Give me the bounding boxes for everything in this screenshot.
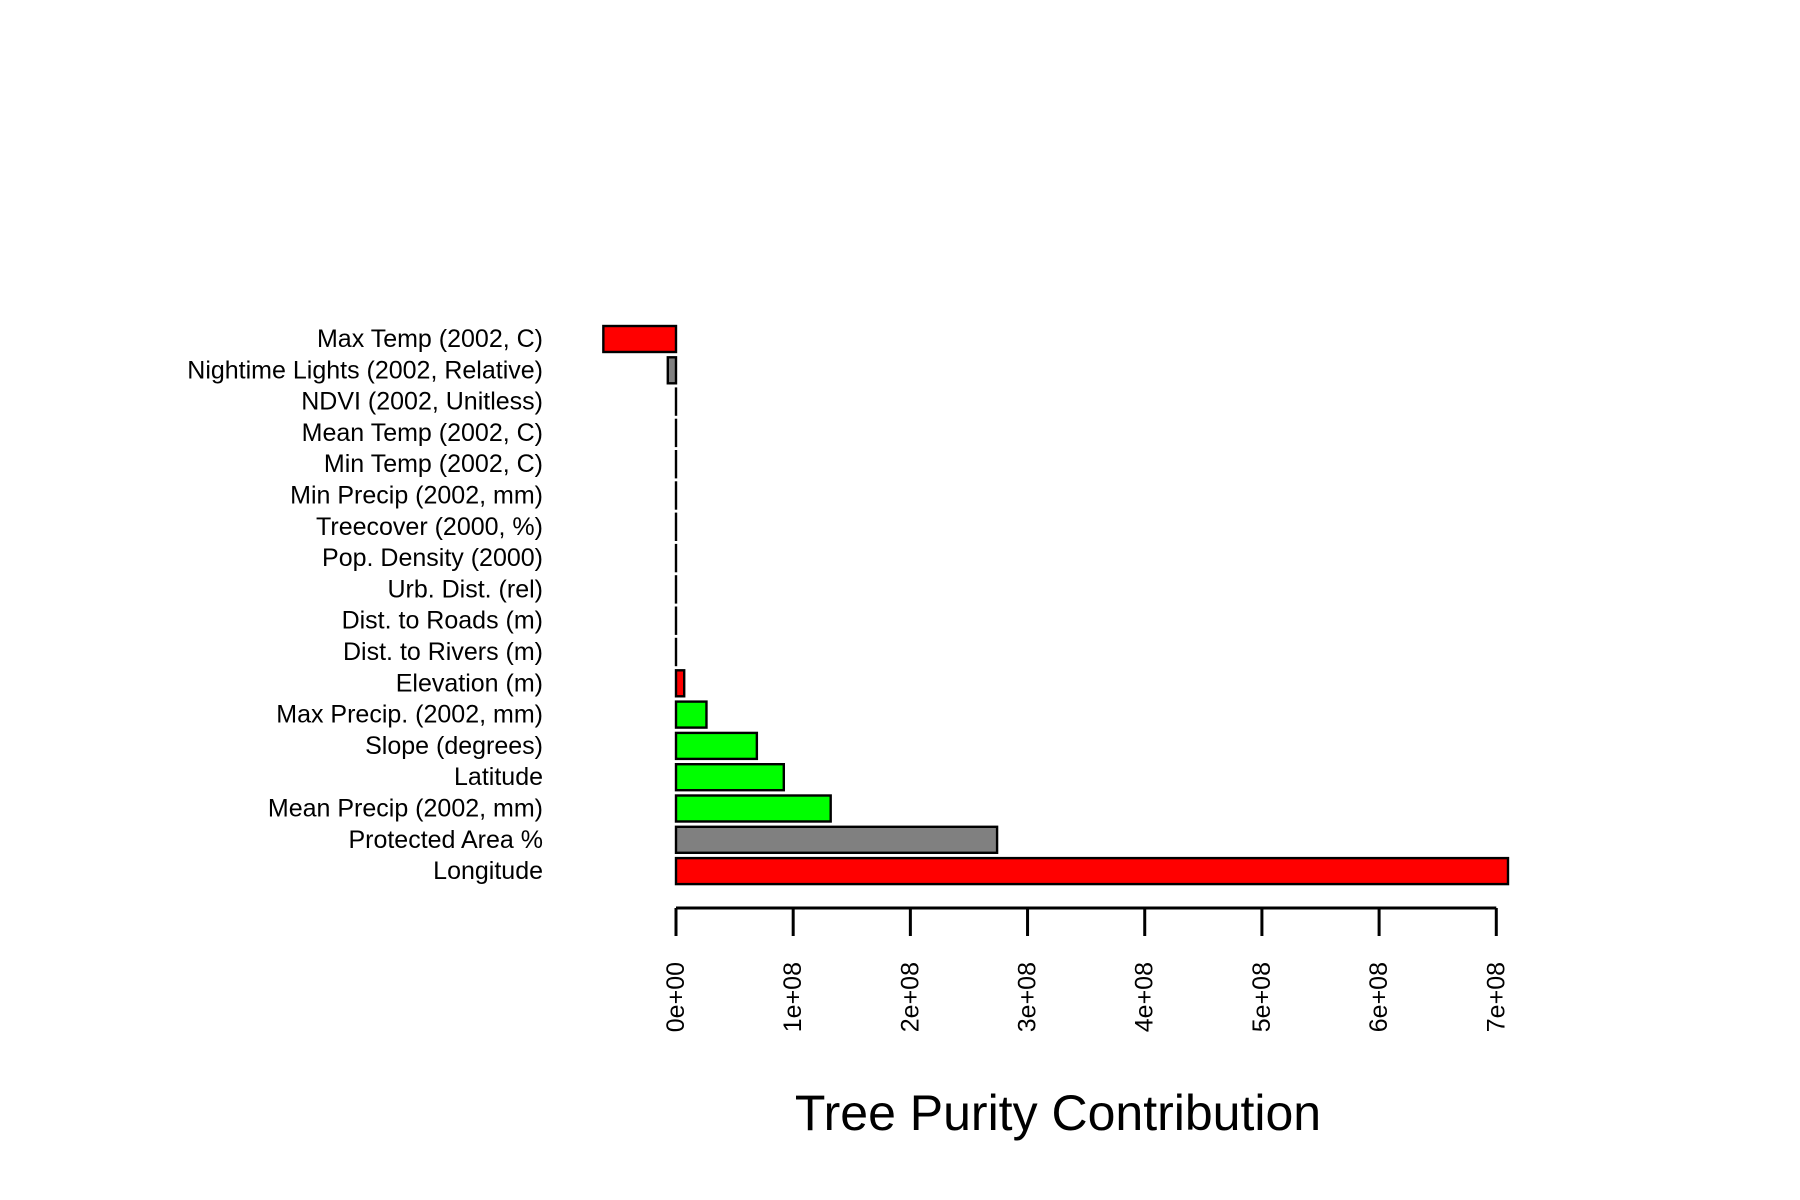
category-label-nightime-lights-2002-relative: Nightime Lights (2002, Relative) — [187, 356, 543, 384]
bar-max-temp-2002-c — [602, 324, 678, 354]
x-tick-label: 2e+08 — [896, 962, 924, 1032]
bar-max-precip-2002-mm — [674, 700, 708, 729]
bars-layer — [602, 324, 1510, 886]
category-label-treecover-2000: Treecover (2000, %) — [316, 513, 543, 541]
x-tick-label: 6e+08 — [1365, 962, 1393, 1032]
category-label-longitude: Longitude — [433, 857, 543, 885]
category-label-dist-to-rivers-m: Dist. to Rivers (m) — [343, 638, 543, 666]
x-axis-title: Tree Purity Contribution — [795, 1085, 1321, 1141]
bar-longitude — [674, 856, 1510, 886]
bar-nightime-lights-2002-relative — [666, 356, 678, 385]
category-label-slope-degrees: Slope (degrees) — [365, 732, 543, 760]
x-tick-label: 0e+00 — [662, 962, 690, 1032]
category-label-min-precip-2002-mm: Min Precip (2002, mm) — [290, 482, 543, 510]
category-label-pop-density-2000: Pop. Density (2000) — [322, 544, 543, 572]
x-tick-label: 7e+08 — [1482, 962, 1510, 1032]
category-labels: Max Temp (2002, C) Nightime Lights (2002,… — [187, 325, 543, 885]
x-tick-label: 5e+08 — [1248, 962, 1276, 1032]
bar-mean-precip-2002-mm — [674, 794, 832, 823]
category-label-max-precip-2002-mm: Max Precip. (2002, mm) — [276, 701, 543, 729]
bar-elevation-m — [674, 669, 686, 698]
category-label-min-temp-2002-c: Min Temp (2002, C) — [324, 450, 543, 478]
x-axis: 0e+00 1e+08 2e+08 3e+08 4e+08 5e+08 6e+08 7e+08 — [662, 906, 1510, 1032]
category-label-urb-dist-rel: Urb. Dist. (rel) — [387, 575, 543, 603]
category-label-mean-temp-2002-c: Mean Temp (2002, C) — [302, 419, 543, 447]
category-label-mean-precip-2002-mm: Mean Precip (2002, mm) — [268, 795, 543, 823]
category-label-max-temp-2002-c: Max Temp (2002, C) — [317, 325, 543, 353]
bar-protected-area — [674, 825, 999, 854]
category-label-ndvi-2002-unitless: NDVI (2002, Unitless) — [301, 388, 543, 416]
bar-latitude — [674, 763, 786, 792]
category-label-protected-area: Protected Area % — [348, 826, 543, 854]
x-tick-label: 3e+08 — [1014, 962, 1042, 1032]
bar-slope-degrees — [674, 731, 759, 761]
category-label-dist-to-roads-m: Dist. to Roads (m) — [342, 607, 543, 635]
category-label-latitude: Latitude — [454, 763, 543, 791]
x-tick-label: 4e+08 — [1131, 962, 1159, 1032]
category-label-elevation-m: Elevation (m) — [396, 669, 543, 697]
x-tick-label: 1e+08 — [779, 962, 807, 1032]
